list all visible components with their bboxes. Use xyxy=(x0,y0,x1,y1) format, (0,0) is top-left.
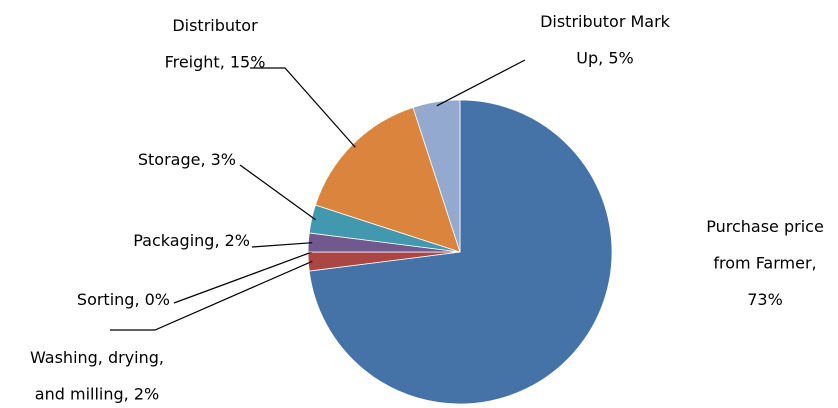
data-label: Storage, 3% xyxy=(138,150,236,169)
data-label-line: from Farmer, xyxy=(713,253,816,272)
pie-slice xyxy=(412,99,461,253)
leader-line xyxy=(251,242,313,248)
data-label: Sorting, 0% xyxy=(77,290,170,309)
data-label-line: Storage, 3% xyxy=(138,150,236,169)
leader-line xyxy=(436,59,526,107)
leader-line xyxy=(239,164,316,221)
data-label: Purchase price from Farmer, 73% xyxy=(706,217,824,309)
data-label-line: Sorting, 0% xyxy=(77,290,170,309)
data-label-line: Freight, 15% xyxy=(165,52,266,71)
data-label-line: Packaging, 2% xyxy=(133,231,250,250)
data-label: Distributor Mark Up, 5% xyxy=(540,12,671,68)
data-label-line: Purchase price xyxy=(706,217,824,236)
data-label-line: Distributor Mark xyxy=(540,12,671,31)
data-label: Distributor Freight, 15% xyxy=(165,16,266,72)
pie-slice xyxy=(308,99,613,405)
leader-line xyxy=(250,67,356,148)
data-label-line: Distributor xyxy=(172,16,258,35)
data-label: Washing, drying, and milling, 2% xyxy=(30,348,164,404)
data-label-line: 73% xyxy=(747,290,783,309)
data-label-line: Up, 5% xyxy=(576,48,633,67)
leader-line xyxy=(110,260,313,331)
data-label-line: Washing, drying, xyxy=(30,348,164,367)
data-label-line: and milling, 2% xyxy=(35,384,159,403)
data-label: Packaging, 2% xyxy=(133,231,250,250)
leader-line xyxy=(173,251,313,304)
